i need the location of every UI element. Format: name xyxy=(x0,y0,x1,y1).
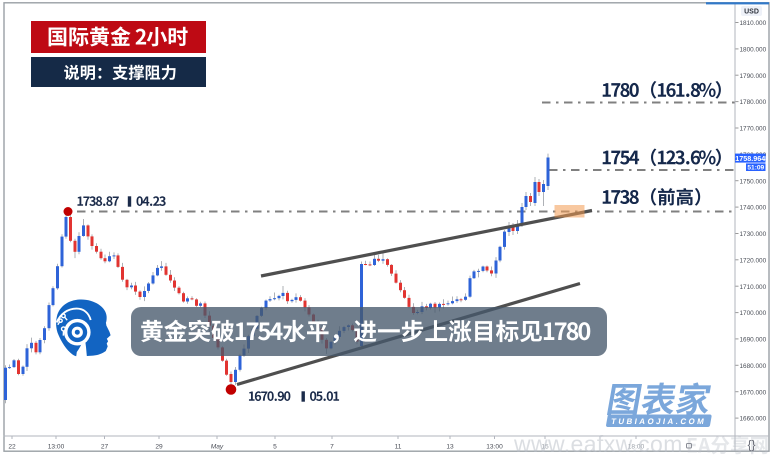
svg-text:13: 13 xyxy=(446,443,454,450)
svg-text:www.eafxw.com: www.eafxw.com xyxy=(513,431,683,457)
svg-text:29: 29 xyxy=(155,443,163,450)
svg-text:1730.000: 1730.000 xyxy=(740,231,767,238)
svg-text:1810.000: 1810.000 xyxy=(740,20,767,27)
svg-text:1758.964: 1758.964 xyxy=(735,154,765,163)
svg-text:1690.000: 1690.000 xyxy=(740,337,767,344)
svg-text:1670.000: 1670.000 xyxy=(740,389,767,396)
svg-text:1800.000: 1800.000 xyxy=(740,47,767,54)
svg-text:1740.000: 1740.000 xyxy=(740,205,767,212)
svg-text:1780.000: 1780.000 xyxy=(740,99,767,106)
svg-text:1700.000: 1700.000 xyxy=(740,310,767,317)
svg-text:7: 7 xyxy=(330,443,334,450)
svg-text:18:00: 18:00 xyxy=(628,443,645,450)
svg-text:13:00: 13:00 xyxy=(48,443,65,450)
svg-text:TUBIAOJIA.COM: TUBIAOJIA.COM xyxy=(610,417,707,426)
svg-text:USD: USD xyxy=(744,9,759,16)
svg-text:1680.000: 1680.000 xyxy=(740,363,767,370)
svg-text:1790.000: 1790.000 xyxy=(740,73,767,80)
svg-text:11: 11 xyxy=(395,443,402,450)
svg-text:13:00: 13:00 xyxy=(486,443,503,450)
svg-text:{}: {} xyxy=(748,438,756,452)
svg-text:1660.000: 1660.000 xyxy=(740,416,767,423)
svg-text:1720.000: 1720.000 xyxy=(740,257,767,264)
svg-text:5: 5 xyxy=(273,443,277,450)
svg-text:1710.000: 1710.000 xyxy=(740,284,767,291)
svg-text:22: 22 xyxy=(8,443,16,450)
svg-text:51:09: 51:09 xyxy=(747,165,764,172)
svg-text:1770.000: 1770.000 xyxy=(740,126,767,133)
svg-text:1750.000: 1750.000 xyxy=(740,178,767,185)
svg-text:27: 27 xyxy=(101,443,109,450)
svg-text:15: 15 xyxy=(541,443,549,450)
svg-text:May: May xyxy=(211,443,224,450)
